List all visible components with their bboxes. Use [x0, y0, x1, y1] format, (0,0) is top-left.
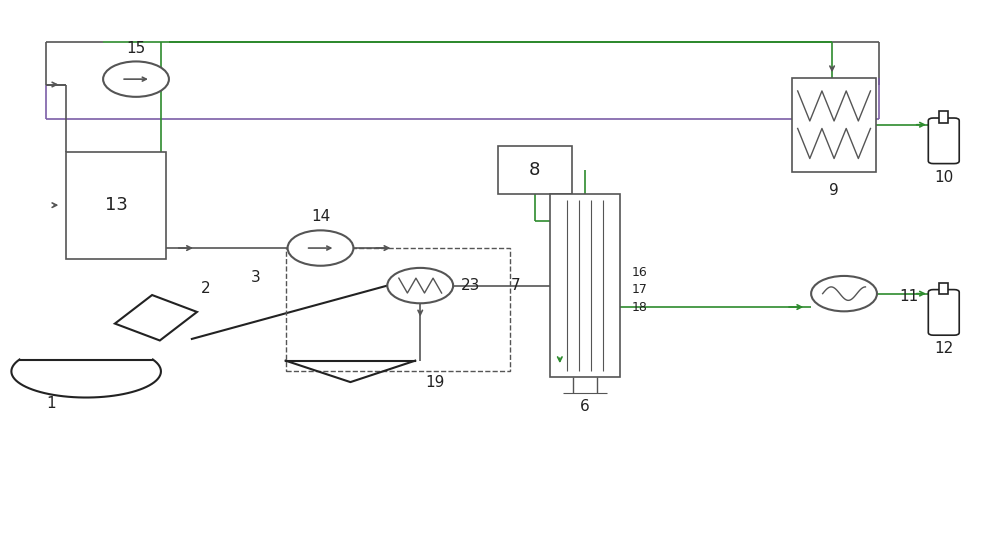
FancyBboxPatch shape	[498, 146, 572, 195]
Text: 8: 8	[529, 161, 541, 179]
Text: 13: 13	[105, 196, 128, 214]
Circle shape	[811, 276, 877, 312]
Circle shape	[288, 230, 353, 266]
Text: 19: 19	[425, 375, 445, 390]
FancyBboxPatch shape	[939, 111, 948, 123]
Circle shape	[103, 61, 169, 97]
FancyBboxPatch shape	[792, 78, 876, 171]
Text: 18: 18	[632, 301, 648, 314]
FancyBboxPatch shape	[550, 195, 620, 377]
Circle shape	[387, 268, 453, 303]
Text: 17: 17	[632, 284, 648, 296]
Text: 12: 12	[934, 341, 953, 356]
Text: 9: 9	[829, 183, 839, 198]
Text: 16: 16	[632, 266, 647, 279]
Text: 23: 23	[461, 278, 480, 293]
FancyBboxPatch shape	[939, 282, 948, 294]
Text: 7: 7	[510, 278, 520, 293]
Text: 14: 14	[311, 210, 330, 224]
Text: 6: 6	[580, 399, 590, 414]
Text: 2: 2	[201, 281, 210, 296]
Text: 10: 10	[934, 169, 953, 184]
Text: 11: 11	[899, 289, 918, 304]
FancyBboxPatch shape	[66, 151, 166, 259]
Text: 3: 3	[251, 270, 261, 285]
Text: 1: 1	[46, 396, 56, 411]
FancyBboxPatch shape	[928, 118, 959, 164]
FancyBboxPatch shape	[928, 289, 959, 335]
Text: 15: 15	[126, 40, 146, 56]
